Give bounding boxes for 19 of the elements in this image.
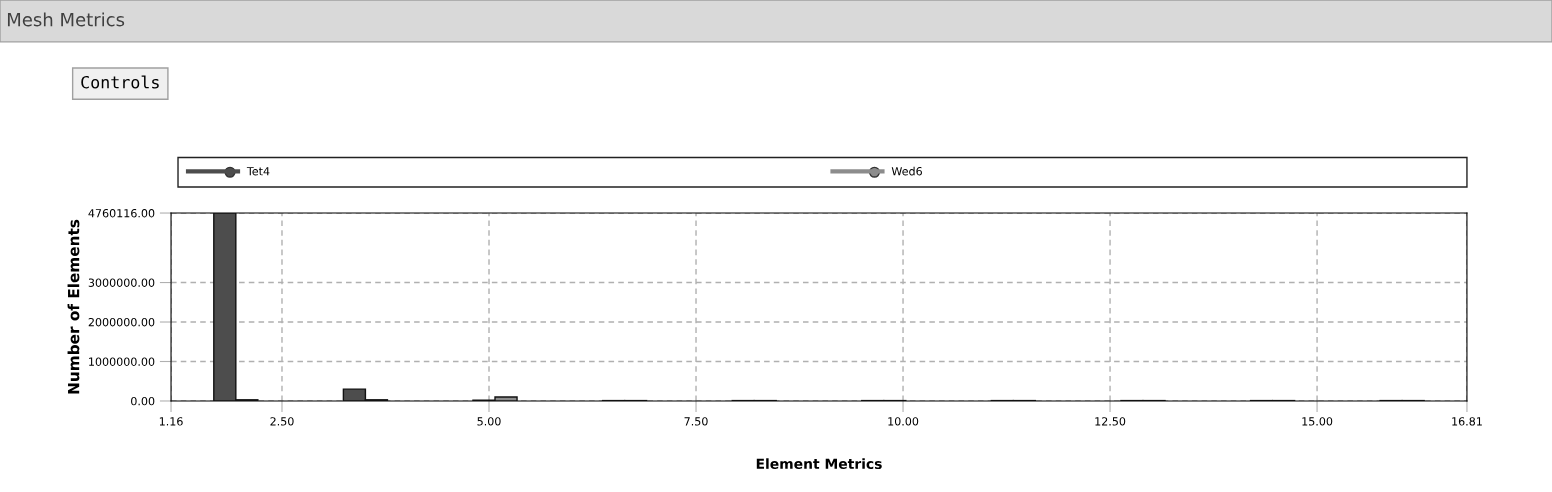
x-axis-title: Element Metrics — [756, 458, 882, 470]
text: Controls — [81, 75, 159, 89]
y-tick-label: 4760116.00 — [88, 209, 155, 218]
y-tick-label: 2000000.00 — [88, 317, 155, 327]
legend-label: Wed6 — [891, 166, 922, 176]
legend-label: Tet4 — [246, 167, 270, 176]
y-tick-label: 0.00 — [131, 396, 155, 406]
x-tick-label: 16.81 — [1452, 417, 1482, 426]
x-tick-label: 10.00 — [888, 417, 919, 426]
chart-title: Mesh Metrics — [7, 12, 125, 27]
y-tick-label: 1000000.00 — [89, 357, 155, 366]
x-tick-label: 5.00 — [477, 417, 501, 426]
y-tick-label: 3000000.00 — [88, 278, 155, 287]
x-tick-label: 12.50 — [1095, 417, 1126, 426]
x-tick-label: 15.00 — [1302, 417, 1333, 426]
x-tick-label: 7.50 — [684, 417, 708, 426]
x-tick-label: 2.50 — [270, 417, 294, 426]
y-axis-title: Number of Elements — [67, 219, 80, 394]
x-tick-label: 1.16 — [159, 417, 183, 426]
